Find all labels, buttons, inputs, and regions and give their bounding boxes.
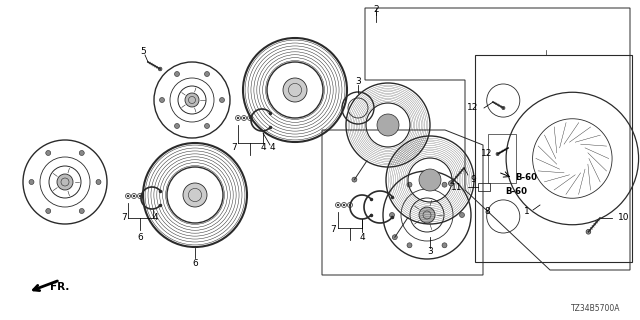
Bar <box>488 134 516 183</box>
Text: 4: 4 <box>152 213 158 222</box>
Circle shape <box>159 98 164 102</box>
Text: B-60: B-60 <box>515 173 537 182</box>
Circle shape <box>79 150 84 156</box>
Text: 7: 7 <box>330 226 336 235</box>
Text: 6: 6 <box>192 259 198 268</box>
Text: 11: 11 <box>451 182 462 191</box>
Text: 9: 9 <box>470 175 476 185</box>
Circle shape <box>139 195 141 197</box>
Text: 8: 8 <box>484 207 490 217</box>
Text: 4: 4 <box>269 143 275 153</box>
Circle shape <box>243 117 245 119</box>
Circle shape <box>419 207 435 223</box>
Bar <box>478 183 490 191</box>
Circle shape <box>57 174 73 190</box>
Circle shape <box>220 98 225 102</box>
Bar <box>475 55 632 262</box>
Circle shape <box>29 180 34 185</box>
Circle shape <box>79 209 84 213</box>
Circle shape <box>205 124 209 129</box>
Circle shape <box>158 67 162 71</box>
Circle shape <box>175 71 179 76</box>
Circle shape <box>449 181 454 186</box>
Circle shape <box>205 71 209 76</box>
Circle shape <box>352 177 357 182</box>
Text: 1: 1 <box>524 207 530 217</box>
Circle shape <box>392 235 397 240</box>
Circle shape <box>460 212 465 218</box>
Text: 4: 4 <box>260 143 266 153</box>
Circle shape <box>133 195 135 197</box>
Circle shape <box>343 204 345 206</box>
Circle shape <box>442 243 447 248</box>
Circle shape <box>390 212 394 218</box>
Circle shape <box>45 209 51 213</box>
Circle shape <box>442 182 447 187</box>
Circle shape <box>349 204 351 206</box>
Circle shape <box>183 183 207 207</box>
Text: 7: 7 <box>121 213 127 222</box>
Circle shape <box>419 169 441 191</box>
Circle shape <box>45 150 51 156</box>
Circle shape <box>175 124 179 129</box>
Circle shape <box>249 117 251 119</box>
Circle shape <box>96 180 101 185</box>
Text: 12: 12 <box>467 103 478 113</box>
Circle shape <box>283 78 307 102</box>
Text: 5: 5 <box>140 47 146 57</box>
Circle shape <box>377 114 399 136</box>
Text: 10: 10 <box>618 213 630 222</box>
Text: 3: 3 <box>427 247 433 257</box>
Circle shape <box>407 243 412 248</box>
Text: 2: 2 <box>373 5 379 14</box>
Text: 7: 7 <box>231 142 237 151</box>
Circle shape <box>407 182 412 187</box>
Circle shape <box>496 152 499 156</box>
Text: 3: 3 <box>355 77 361 86</box>
Text: 12: 12 <box>481 149 492 158</box>
Circle shape <box>502 107 505 109</box>
Circle shape <box>237 117 239 119</box>
Text: FR.: FR. <box>50 282 69 292</box>
Text: TZ34B5700A: TZ34B5700A <box>570 304 620 313</box>
Text: B-60: B-60 <box>505 188 527 196</box>
Circle shape <box>127 195 129 197</box>
Circle shape <box>337 204 339 206</box>
Circle shape <box>185 93 199 107</box>
Circle shape <box>586 229 591 234</box>
Text: 6: 6 <box>137 234 143 243</box>
Text: 4: 4 <box>359 234 365 243</box>
